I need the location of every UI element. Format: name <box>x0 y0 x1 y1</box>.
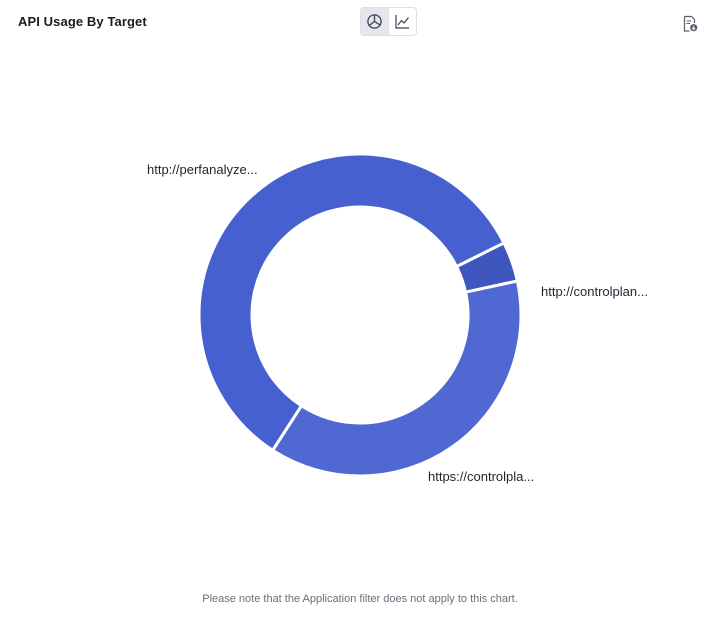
export-report-button[interactable] <box>680 14 700 34</box>
slice-label: http://perfanalyze... <box>147 162 258 177</box>
export-report-icon <box>683 15 698 32</box>
slice-label: https://controlpla... <box>428 469 534 484</box>
pie-chart-icon <box>367 14 382 29</box>
donut-slice[interactable] <box>197 152 506 452</box>
pie-view-button[interactable] <box>361 8 388 35</box>
chart-footnote: Please note that the Application filter … <box>202 593 518 605</box>
slice-label: http://controlplan... <box>541 284 648 299</box>
line-chart-icon <box>395 15 409 29</box>
line-view-button[interactable] <box>388 8 416 35</box>
donut-slice[interactable] <box>271 279 523 478</box>
chart-view-toggle <box>360 7 417 36</box>
donut-chart: http://perfanalyze... http://controlplan.… <box>147 152 648 484</box>
card-title: API Usage By Target <box>18 14 147 29</box>
